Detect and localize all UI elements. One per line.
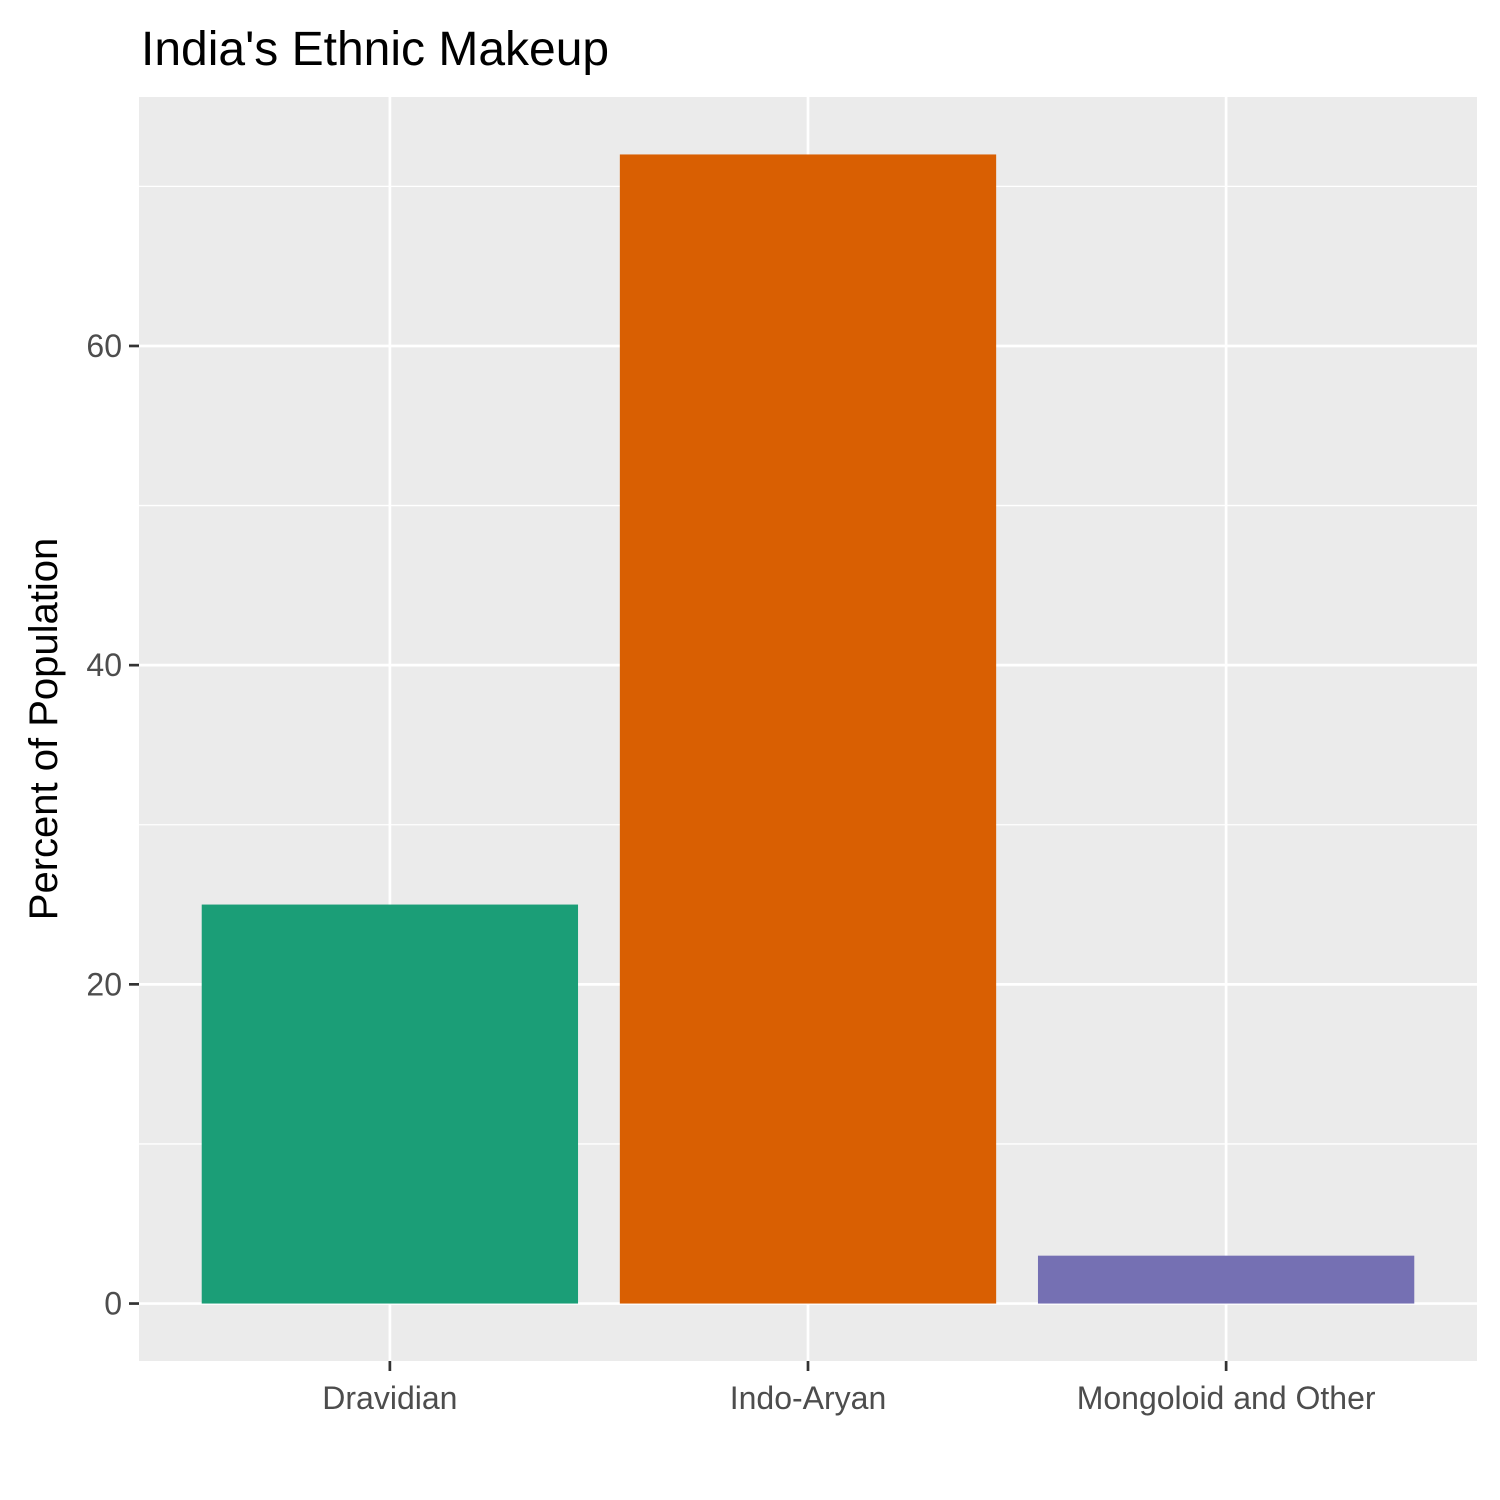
x-tick-label: Mongoloid and Other <box>1077 1380 1376 1416</box>
y-tick-label: 40 <box>86 647 122 683</box>
x-tick-label: Dravidian <box>322 1380 457 1416</box>
y-axis: 0 20 40 60 <box>86 328 139 1322</box>
y-tick-label: 60 <box>86 328 122 364</box>
bars <box>201 154 1415 1304</box>
bar-mongoloid-and-other <box>1037 1255 1415 1304</box>
chart-title: India's Ethnic Makeup <box>141 23 609 76</box>
y-tick-label: 0 <box>104 1286 122 1322</box>
x-axis: Dravidian Indo-Aryan Mongoloid and Other <box>322 1361 1376 1416</box>
x-tick-label: Indo-Aryan <box>730 1380 887 1416</box>
y-tick-label: 20 <box>86 966 122 1002</box>
y-axis-title: Percent of Population <box>22 538 66 920</box>
bar-indo-aryan <box>619 154 997 1304</box>
bar-dravidian <box>201 904 579 1304</box>
